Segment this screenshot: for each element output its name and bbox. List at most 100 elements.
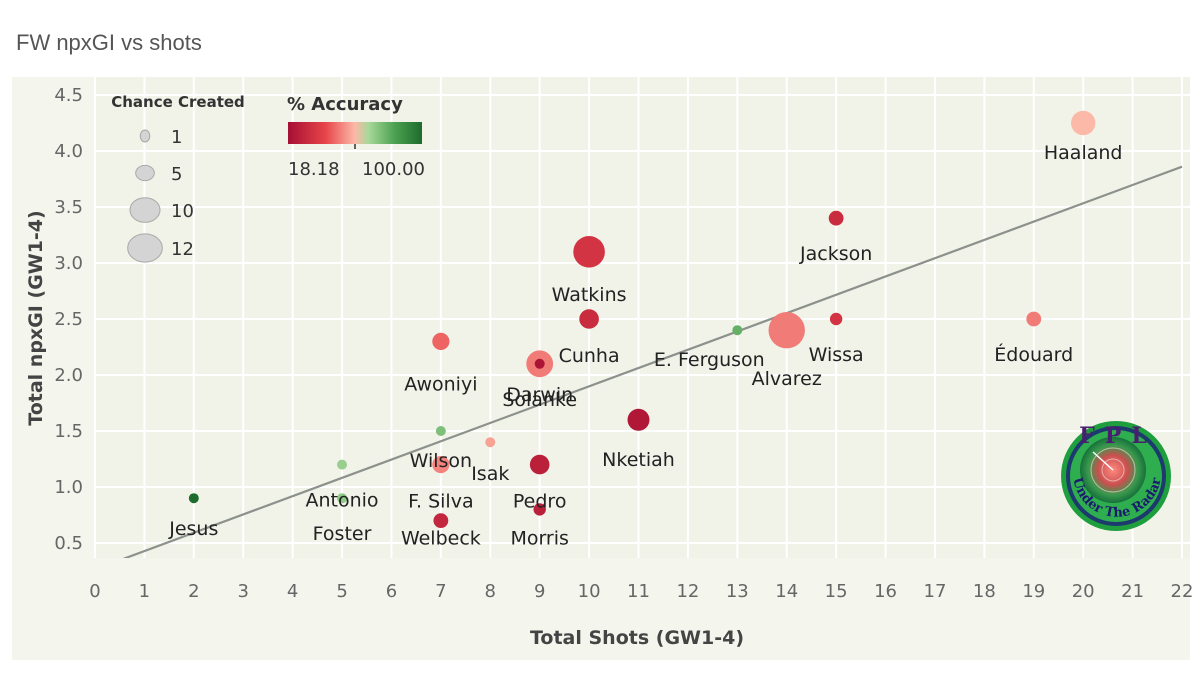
data-point[interactable] (432, 456, 450, 474)
x-tick-label: 15 (825, 581, 848, 602)
data-point[interactable] (732, 325, 743, 336)
y-tick-label: 4.0 (54, 141, 83, 162)
data-point[interactable] (579, 309, 599, 329)
point-label: Darwin (506, 384, 573, 406)
x-tick-label: 19 (1022, 581, 1045, 602)
size-legend-label: 12 (171, 239, 194, 260)
x-tick-label: 7 (435, 581, 446, 602)
x-tick-label: 13 (726, 581, 749, 602)
x-tick-label: 8 (485, 581, 496, 602)
size-legend-label: 1 (171, 127, 182, 148)
y-tick-label: 4.5 (54, 85, 83, 106)
x-tick-label: 4 (287, 581, 298, 602)
size-legend: Chance Created 1 5 10 12 (111, 93, 245, 263)
y-axis-ticks: 0.5 1.0 1.5 2.0 2.5 3.0 3.5 4.0 4.5 (54, 85, 83, 554)
y-tick-label: 0.5 (54, 533, 83, 554)
y-tick-label: 2.5 (54, 309, 83, 330)
point-label: Cunha (559, 345, 620, 367)
x-tick-label: 16 (874, 581, 897, 602)
color-legend-min: 18.18 (288, 159, 340, 180)
x-tick-label: 17 (924, 581, 947, 602)
point-label: Pedro (513, 491, 567, 513)
data-point[interactable] (485, 437, 496, 448)
data-point[interactable] (432, 332, 450, 350)
y-tick-label: 2.0 (54, 365, 83, 386)
x-tick-label: 9 (534, 581, 545, 602)
radar-ring-icon (1090, 447, 1136, 493)
data-point[interactable] (627, 408, 650, 431)
fpl-logo: FPL Under The Radar (1061, 421, 1171, 531)
size-legend-title: Chance Created (111, 93, 245, 111)
data-point[interactable] (529, 454, 550, 475)
point-label: Haaland (1044, 142, 1123, 164)
color-legend-title: % Accuracy (287, 94, 403, 115)
y-tick-label: 3.5 (54, 197, 83, 218)
x-tick-label: 5 (336, 581, 347, 602)
point-label: Wissa (809, 344, 864, 366)
data-point[interactable] (533, 503, 546, 516)
x-tick-label: 1 (139, 581, 150, 602)
gridlines (94, 77, 1190, 558)
point-label: Jesus (168, 518, 218, 540)
data-point[interactable] (1026, 311, 1042, 327)
x-tick-label: 11 (627, 581, 650, 602)
point-label: Jackson (799, 243, 872, 265)
point-label: Édouard (994, 343, 1073, 366)
point-label: Isak (471, 463, 509, 485)
x-tick-label: 14 (775, 581, 798, 602)
point-label: Nketiah (602, 449, 675, 471)
y-tick-label: 3.0 (54, 253, 83, 274)
data-point[interactable] (337, 459, 348, 470)
point-label: Alvarez (752, 368, 822, 390)
data-point[interactable] (188, 493, 199, 504)
point-labels: Haaland Jackson Watkins Cunha E. FergusonAlv… (168, 142, 1122, 550)
x-axis-ticks: 0 1 2 3 4 5 6 7 8 9 10 11 12 13 14 15 16 17 18 19 20 21 22 (89, 581, 1193, 602)
x-tick-label: 3 (238, 581, 249, 602)
point-label: Awoniyi (404, 373, 477, 395)
data-point[interactable] (534, 358, 545, 369)
size-legend-label: 5 (171, 164, 182, 185)
data-point[interactable] (573, 236, 605, 268)
data-point[interactable] (768, 312, 805, 349)
size-legend-symbol (139, 129, 151, 143)
point-label: F. Silva (408, 491, 473, 513)
size-legend-symbol (135, 164, 155, 182)
radar-ring-inner-icon (1101, 458, 1125, 482)
x-tick-label: 21 (1121, 581, 1144, 602)
data-point[interactable] (829, 312, 843, 326)
color-legend-max: 100.00 (362, 159, 425, 180)
point-label: Foster (313, 523, 372, 545)
x-tick-label: 6 (386, 581, 397, 602)
x-tick-label: 12 (676, 581, 699, 602)
logo-top-text: FPL (1079, 423, 1157, 449)
data-point[interactable] (1070, 110, 1096, 136)
size-legend-symbol (127, 233, 163, 263)
y-tick-label: 1.5 (54, 421, 83, 442)
point-label: Antonio (306, 490, 379, 512)
data-point[interactable] (435, 426, 446, 436)
x-tick-label: 0 (89, 581, 100, 602)
x-axis-title: Total Shots (GW1-4) (530, 627, 744, 649)
trendline (122, 165, 1183, 558)
point-label: Solanke (502, 389, 577, 411)
y-tick-label: 1.0 (54, 477, 83, 498)
data-point[interactable] (337, 493, 348, 504)
x-tick-label: 2 (188, 581, 199, 602)
trendline-group (122, 165, 1183, 558)
data-point[interactable] (433, 513, 449, 528)
point-label: Welbeck (401, 528, 481, 550)
point-label: Morris (510, 527, 568, 549)
point-label: E. Ferguson (654, 349, 765, 371)
size-legend-label: 10 (171, 201, 194, 222)
radar-sweep-icon (1092, 451, 1114, 471)
x-tick-label: 18 (973, 581, 996, 602)
data-point[interactable] (828, 210, 844, 226)
x-tick-label: 10 (578, 581, 601, 602)
x-tick-label: 20 (1072, 581, 1095, 602)
color-legend-bar (288, 122, 422, 144)
plot-area (95, 77, 1190, 558)
point-label: Watkins (552, 284, 627, 306)
page-title: FW npxGI vs shots (16, 30, 202, 55)
x-tick-label: 22 (1171, 581, 1194, 602)
